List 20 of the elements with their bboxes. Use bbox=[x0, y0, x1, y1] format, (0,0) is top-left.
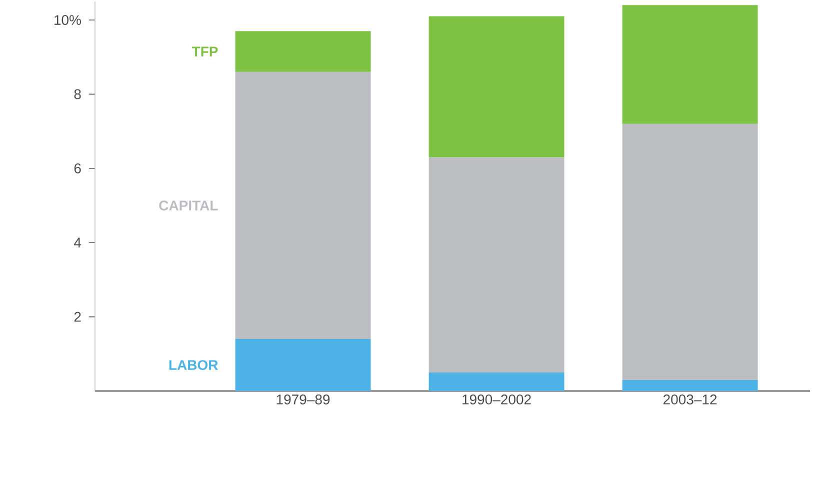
y-tick-label: 10% bbox=[54, 15, 81, 25]
y-tick-label: 4 bbox=[74, 238, 82, 248]
y-tick-label: 2 bbox=[74, 312, 81, 322]
series-label: TFP bbox=[192, 46, 218, 56]
series-label: LABOR bbox=[169, 360, 218, 370]
bar bbox=[622, 5, 758, 124]
y-tick-label: 6 bbox=[74, 163, 81, 174]
x-tick-label: 1979–89 bbox=[276, 394, 330, 404]
x-tick-label: 2003–12 bbox=[663, 394, 717, 404]
bar bbox=[622, 124, 758, 380]
x-tick-label: 1990–2002 bbox=[462, 394, 531, 404]
y-tick-label: 8 bbox=[74, 89, 81, 100]
bar bbox=[428, 372, 564, 391]
bar bbox=[235, 339, 371, 391]
bar bbox=[235, 31, 371, 72]
bar bbox=[428, 157, 564, 372]
bar bbox=[428, 16, 564, 158]
bar bbox=[235, 72, 371, 340]
bar bbox=[622, 380, 758, 391]
series-label: CAPITAL bbox=[159, 200, 218, 210]
